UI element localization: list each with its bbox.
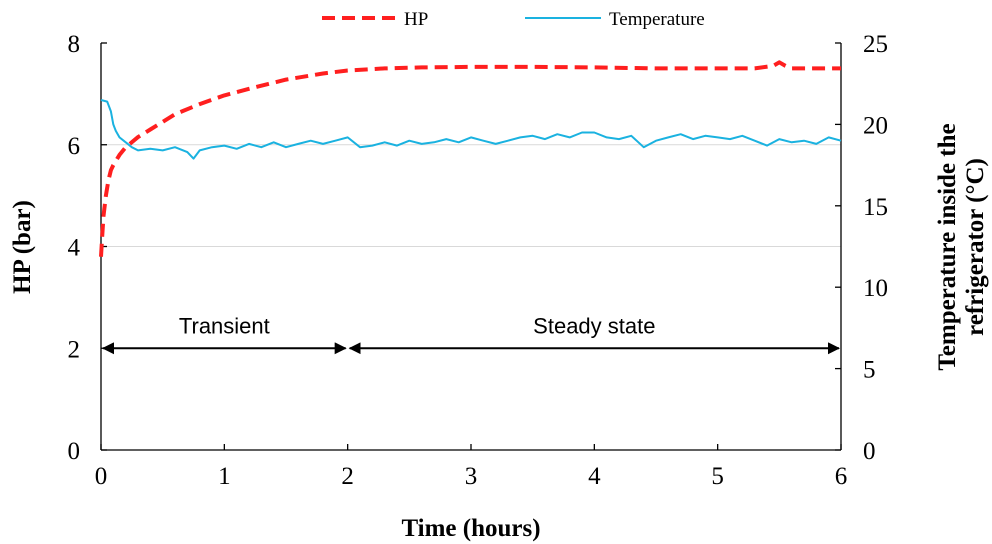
annotation-label-transient: Transient <box>179 313 270 338</box>
y-right-tick-label: 15 <box>863 194 888 221</box>
x-axis-title: Time (hours) <box>401 515 540 542</box>
y-left-tick-label: 4 <box>68 235 81 262</box>
y-right-tick-label: 10 <box>863 275 888 302</box>
right-axis-title-line2: refrigerator (°C) <box>962 158 989 336</box>
series-hp-line <box>99 60 841 257</box>
x-tick-label: 3 <box>465 463 478 490</box>
y-left-tick-label: 0 <box>68 438 81 465</box>
y-right-tick-label: 5 <box>863 357 876 384</box>
legend-temp-label: Temperature <box>609 9 705 30</box>
x-tick-label: 4 <box>588 463 601 490</box>
legend-hp-label: HP <box>404 9 428 30</box>
right-axis-title-line1: Temperature inside the <box>934 123 961 370</box>
x-tick-label: 6 <box>835 463 848 490</box>
y-right-tick-label: 25 <box>863 31 888 58</box>
y-right-tick-label: 0 <box>863 438 876 465</box>
annotations: Transient Steady state <box>102 313 840 355</box>
series-temperature-line <box>100 99 842 160</box>
y-left-tick-label: 6 <box>68 133 81 160</box>
series-layer <box>99 60 842 257</box>
gridlines <box>101 144 841 247</box>
y-left-tick-label: 2 <box>68 336 81 363</box>
y-right-tick-label: 20 <box>863 112 888 139</box>
x-tick-label: 2 <box>341 463 354 490</box>
left-axis-title: HP (bar) <box>9 200 36 294</box>
x-tick-label: 0 <box>95 463 108 490</box>
annotation-label-steady-state: Steady state <box>533 313 655 338</box>
x-tick-label: 5 <box>711 463 724 490</box>
x-tick-label: 1 <box>218 463 231 490</box>
y-left-tick-label: 8 <box>68 31 81 58</box>
legend: HP Temperature <box>322 9 705 30</box>
